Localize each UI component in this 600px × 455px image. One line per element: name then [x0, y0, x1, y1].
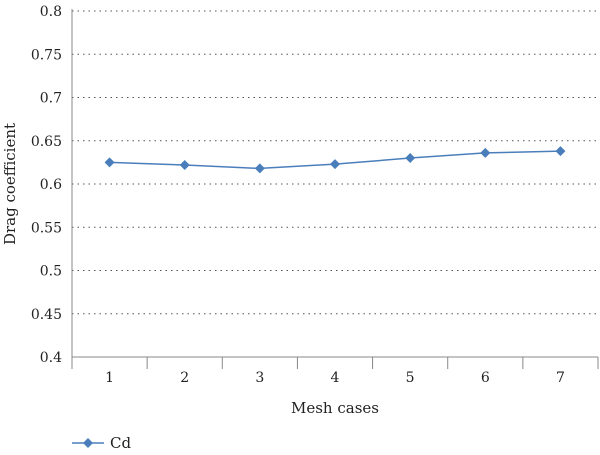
y-tick-label-0.5: 0.5	[40, 264, 62, 280]
x-tick-label-1: 1	[105, 370, 114, 386]
x-tick-label-2: 2	[180, 370, 189, 386]
y-tick-label-0.6: 0.6	[40, 177, 62, 193]
data-point-Cd-6	[480, 147, 491, 158]
series-layer	[104, 146, 566, 174]
y-tick-label-0.7: 0.7	[40, 91, 62, 107]
x-tick-label-5: 5	[406, 370, 415, 386]
legend-marker	[83, 438, 93, 448]
y-axis-ticks: 0.4 0.45 0.5 0.55 0.6 0.65 0.7 0.75 0.8	[31, 4, 62, 366]
data-point-Cd-1	[104, 157, 115, 168]
y-axis-title: Drag coefficient	[1, 123, 19, 245]
axes	[71, 9, 598, 369]
y-tick-label-0.45: 0.45	[31, 307, 62, 323]
y-tick-label-0.65: 0.65	[31, 134, 62, 150]
data-point-Cd-4	[330, 159, 340, 170]
y-tick-label-0.8: 0.8	[40, 4, 62, 20]
x-axis-title: Mesh cases	[291, 399, 379, 417]
data-point-Cd-5	[405, 153, 416, 164]
data-point-Cd-3	[254, 163, 265, 174]
y-tick-label-0.75: 0.75	[31, 47, 62, 63]
y-tick-label-0.55: 0.55	[31, 220, 62, 236]
data-point-Cd-2	[179, 159, 190, 170]
x-tick-label-4: 4	[331, 370, 340, 386]
x-tick-label-3: 3	[255, 370, 264, 386]
legend: Cd	[72, 434, 131, 452]
x-axis-ticks: 1 2 3 4 5 6 7	[71, 357, 599, 386]
legend-label-cd: Cd	[110, 434, 131, 452]
data-point-Cd-7	[555, 146, 566, 157]
y-tick-label-0.4: 0.4	[40, 350, 62, 366]
x-tick-label-6: 6	[481, 370, 490, 386]
x-tick-label-7: 7	[556, 370, 565, 386]
